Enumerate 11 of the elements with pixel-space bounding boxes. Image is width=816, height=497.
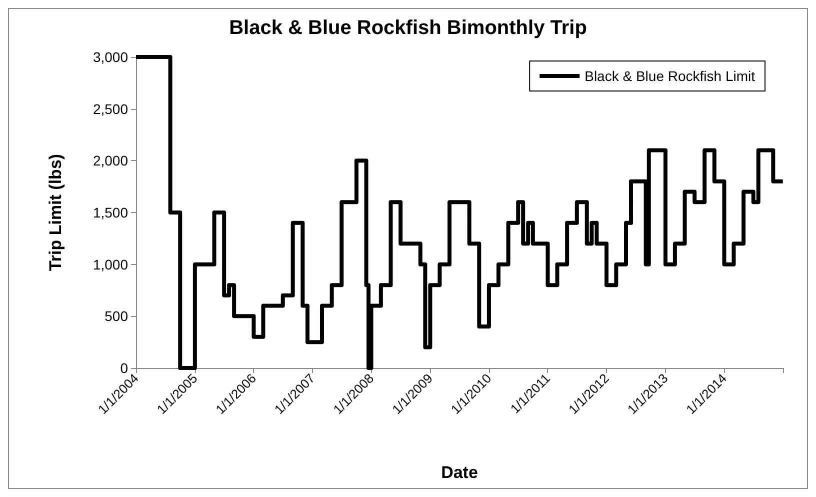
chart-title: Black & Blue Rockfish Bimonthly Trip (229, 17, 587, 39)
y-tick-label: 1,000 (92, 256, 128, 272)
x-axis-title: Date (441, 463, 478, 482)
y-tick-label: 0 (120, 360, 128, 376)
y-tick-label: 2,500 (92, 100, 128, 117)
y-tick-label: 1,500 (92, 204, 128, 220)
y-axis-title: Trip Limit (lbs) (46, 154, 65, 272)
legend-label: Black & Blue Rockfish Limit (584, 68, 756, 84)
y-tick-label: 3,000 (92, 49, 128, 65)
y-tick-label: 500 (104, 308, 128, 324)
y-tick-label: 2,000 (92, 152, 128, 169)
